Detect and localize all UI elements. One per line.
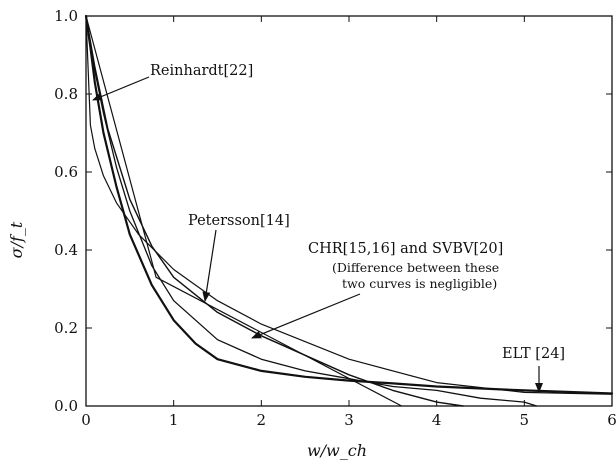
curve-petersson [85, 15, 403, 407]
annotation-petersson: Petersson[14] [188, 213, 290, 229]
y-tick-label: 0.0 [54, 397, 78, 415]
arrow-reinhardt [92, 76, 150, 101]
y-tick-label: 0.6 [54, 163, 78, 181]
curve-chr-svbv [85, 15, 464, 407]
x-tick-label: 4 [432, 411, 442, 429]
x-tick-label: 1 [169, 411, 179, 429]
x-tick-label: 2 [257, 411, 267, 429]
x-tick-label: 3 [344, 411, 354, 429]
curve-elt [84, 14, 614, 395]
arrow-petersson [202, 229, 217, 302]
x-tick-label: 5 [520, 411, 530, 429]
annotation-reinhardt: Reinhardt[22] [150, 63, 253, 79]
arrow-chr-svbv [251, 293, 361, 339]
y-tick-label: 0.2 [54, 319, 78, 337]
curve-unlabeled [85, 15, 613, 395]
annotation-chr-note-line1: (Difference between these [332, 260, 499, 275]
annotation-chr-note-line2: two curves is negligible) [342, 276, 497, 291]
y-tick-label: 0.8 [54, 85, 78, 103]
x-axis-label: w/w_ch [307, 441, 367, 460]
annotation-chr-svbv: CHR[15,16] and SVBV[20] [308, 241, 503, 257]
annotation-elt: ELT [24] [502, 346, 565, 362]
x-tick-label: 6 [607, 411, 616, 429]
x-tick-label: 0 [81, 411, 91, 429]
curve-reinhardt [85, 15, 538, 407]
y-axis-label: σ/f_t [7, 221, 26, 258]
y-tick-label: 0.4 [54, 241, 78, 259]
y-tick-label: 1.0 [54, 7, 78, 25]
